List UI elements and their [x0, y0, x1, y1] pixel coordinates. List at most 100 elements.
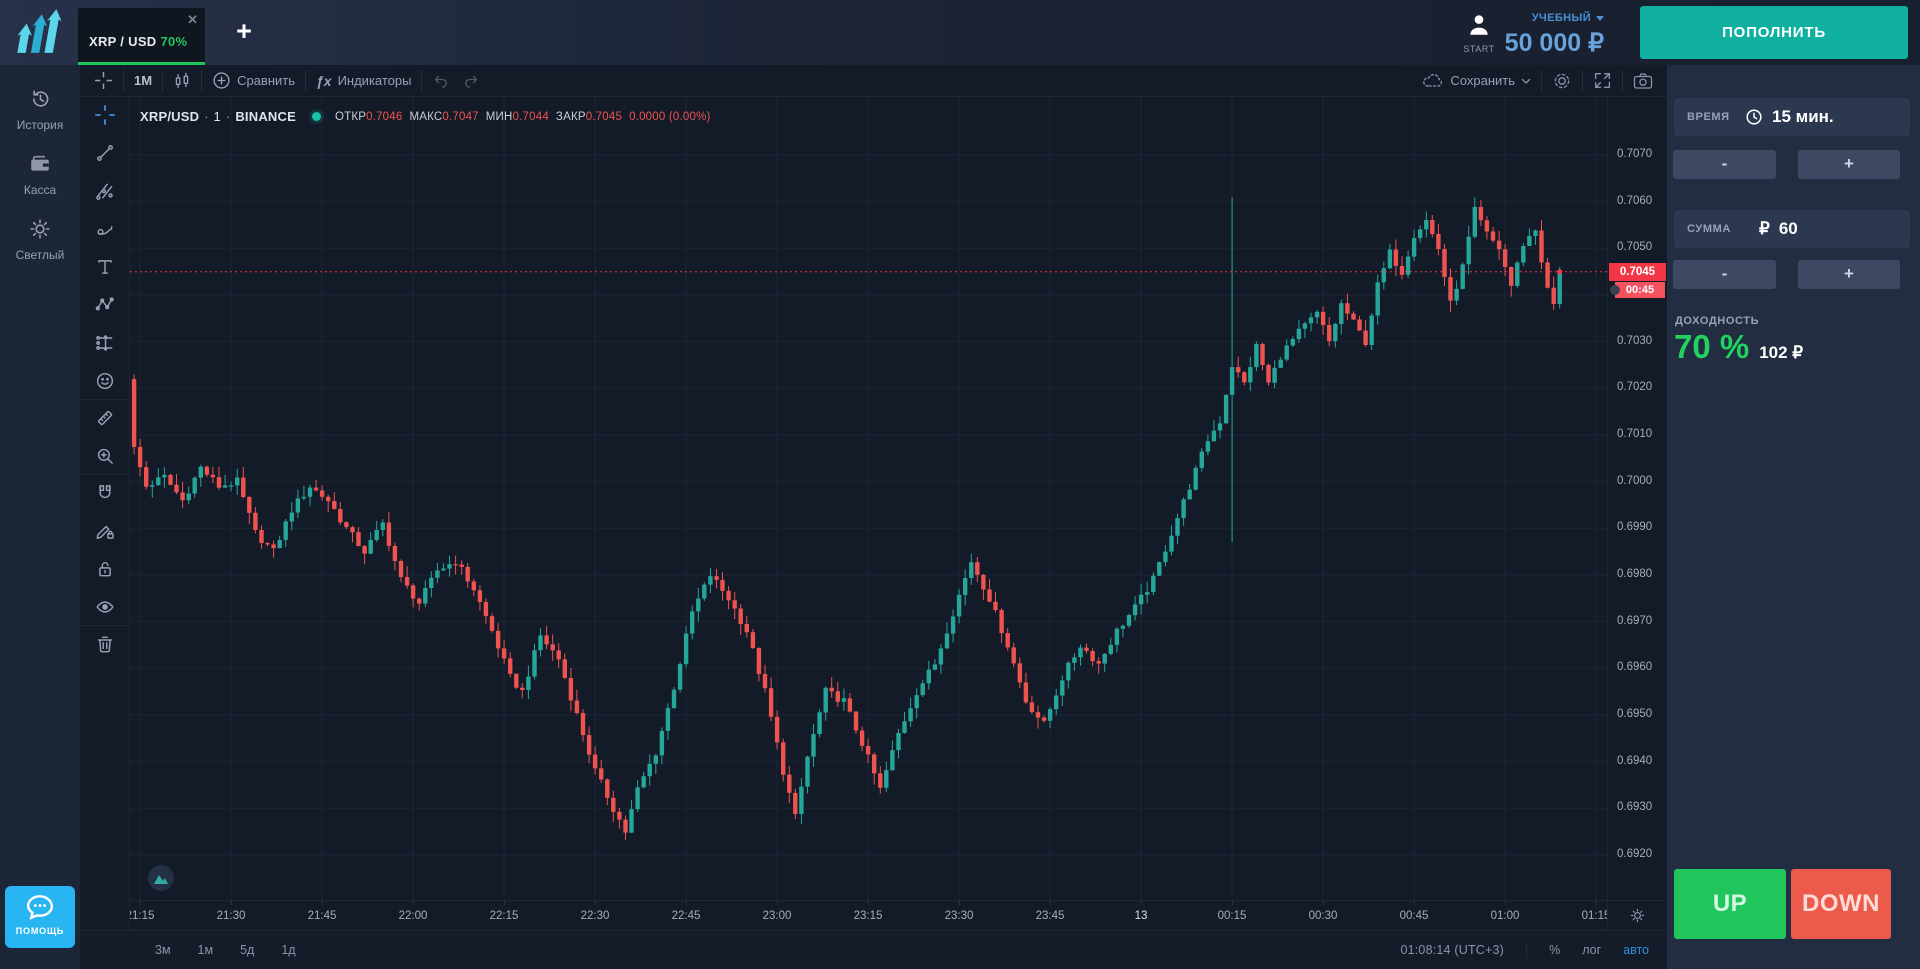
undo-icon: [435, 75, 448, 88]
amount-plus-button[interactable]: +: [1798, 260, 1900, 289]
toolbar-separator: [1582, 69, 1583, 92]
avatar-icon: [1470, 15, 1488, 35]
price-tick-label: 0.6980: [1617, 568, 1653, 580]
lock-drawings-tool[interactable]: [93, 557, 117, 581]
price-tick-label: 0.7060: [1617, 194, 1653, 207]
fullscreen-button[interactable]: [1593, 71, 1612, 90]
account-menu[interactable]: START: [1462, 12, 1496, 54]
drawing-group: [80, 626, 129, 662]
measure-ruler-tool[interactable]: [93, 406, 117, 430]
asset-tab[interactable]: ✕ XRP / USD 70%: [78, 8, 205, 65]
payout-row: 70 % 102 ₽: [1674, 328, 1803, 366]
time-tick-mark: [140, 901, 141, 905]
legend-symbol[interactable]: XRP/USD: [140, 109, 200, 124]
screenshot-button[interactable]: [1633, 72, 1653, 90]
trade-panel: ВРЕМЯ 15 мин. - + СУММА ₽ 60 - + ДОХОДНО…: [1667, 65, 1920, 969]
time-plus-button[interactable]: +: [1798, 150, 1900, 179]
brand-logo-icon[interactable]: [14, 7, 64, 57]
balance-box[interactable]: УЧЕБНЫЙ 50 000 ₽: [1500, 8, 1604, 58]
redo-icon: [465, 75, 478, 88]
emoji-tool[interactable]: [93, 369, 117, 393]
chart-style-button[interactable]: [173, 72, 191, 90]
time-tick-label: 22:45: [671, 910, 701, 922]
brush-tool[interactable]: [93, 217, 117, 241]
down-button[interactable]: DOWN: [1791, 869, 1891, 939]
history-icon: [33, 90, 49, 107]
legend-ohlc: ОТКР0.7046 МАКС0.7047 МИН0.7044 ЗАКР0.7045 0…: [334, 110, 711, 123]
stay-in-drawing-mode-tool[interactable]: [93, 519, 117, 543]
gann-fib-tool[interactable]: [93, 179, 117, 203]
chart-toolbar-right: Сохранить: [1422, 69, 1667, 92]
amount-minus-button[interactable]: -: [1673, 260, 1776, 289]
time-tick-mark: [777, 901, 778, 905]
toolbar-separator: [201, 69, 203, 92]
price-axis[interactable]: 0.7045 00:45 0.70700.70600.70500.70400.7…: [1607, 97, 1667, 900]
market-status-icon[interactable]: [311, 112, 321, 121]
log-scale-toggle[interactable]: лог: [1582, 943, 1602, 957]
crosshair-tool-button[interactable]: [94, 71, 113, 90]
tab-close-icon[interactable]: ✕: [187, 12, 198, 27]
chart-settings-button[interactable]: [1552, 71, 1572, 91]
text-tool[interactable]: [93, 255, 117, 279]
ruble-icon: ₽: [1759, 219, 1770, 238]
time-tick-mark: [322, 901, 323, 905]
fx-icon: ƒx: [316, 72, 332, 89]
top-bar: ✕ XRP / USD 70% + START УЧЕБНЫЙ 50 000 ₽ …: [0, 0, 1920, 65]
up-button[interactable]: UP: [1674, 869, 1786, 939]
price-tick-label: 0.7020: [1617, 381, 1653, 394]
redo-button[interactable]: [462, 72, 480, 90]
cloud-icon: [1423, 73, 1443, 87]
range-3m[interactable]: 3м: [155, 943, 171, 957]
toolbar-separator: [123, 69, 124, 92]
trend-line-tool[interactable]: [93, 141, 117, 165]
toolbar-separator: [305, 69, 306, 92]
time-minus-button[interactable]: -: [1673, 150, 1776, 179]
range-1m[interactable]: 1м: [197, 943, 214, 957]
axis-settings-sun-icon[interactable]: [1629, 907, 1646, 924]
fullscreen-icon: [1594, 72, 1611, 89]
save-layout-button[interactable]: Сохранить: [1422, 72, 1531, 90]
time-tick-label: 00:45: [1399, 910, 1429, 922]
clock-utc[interactable]: 01:08:14 (UTC+3): [1400, 943, 1505, 957]
time-tick-mark: [1414, 901, 1415, 905]
account-type[interactable]: УЧЕБНЫЙ: [1531, 12, 1591, 24]
amount-value-box[interactable]: СУММА ₽ 60: [1674, 210, 1910, 248]
chart-bottom-bar: 3м 1м 5д 1д 01:08:14 (UTC+3) % лог авто: [80, 930, 1667, 969]
crosshair-cursor-tool[interactable]: [93, 103, 117, 127]
candlestick-chart: [130, 97, 1607, 900]
compare-button[interactable]: Сравнить: [212, 71, 295, 90]
time-tick-mark: [595, 901, 596, 905]
tab-label: XRP / USD 70%: [89, 34, 187, 49]
time-tick-mark: [868, 901, 869, 905]
price-tick-label: 0.6970: [1617, 614, 1653, 627]
remove-drawings-tool[interactable]: [93, 632, 117, 656]
sidebar-item-theme[interactable]: Светлый: [0, 207, 80, 272]
deposit-button[interactable]: ПОПОЛНИТЬ: [1640, 6, 1908, 59]
sidebar-item-history[interactable]: История: [0, 77, 80, 142]
auto-scale-toggle[interactable]: авто: [1623, 943, 1649, 957]
help-button[interactable]: ПОМОЩЬ: [5, 886, 75, 948]
add-tab-button[interactable]: +: [236, 16, 252, 46]
xabcd-pattern-tool[interactable]: [93, 293, 117, 317]
sun-icon: [30, 219, 50, 239]
interval-button[interactable]: 1М: [134, 73, 153, 88]
undo-button[interactable]: [432, 72, 450, 90]
time-tick-mark: [231, 901, 232, 905]
percent-scale-toggle[interactable]: %: [1549, 943, 1561, 957]
chart-watermark-button[interactable]: [148, 865, 174, 891]
chat-icon: [26, 895, 54, 920]
time-axis[interactable]: 21:15 21:30 21:45 22:00 22:15 22:30 22:45 23:00…: [130, 900, 1607, 930]
forecast-tool[interactable]: [93, 331, 117, 355]
chart-pane[interactable]: XRP/USD · 1 · BINANCE ОТКР0.7046 МАКС0.7047…: [130, 97, 1607, 900]
zoom-in-tool[interactable]: [93, 444, 117, 468]
time-tick-label: 21:30: [216, 910, 246, 922]
time-value-box[interactable]: ВРЕМЯ 15 мин.: [1674, 98, 1910, 136]
indicators-button[interactable]: ƒx Индикаторы: [316, 72, 412, 89]
sidebar-item-cashier[interactable]: Касса: [0, 142, 80, 207]
range-5d[interactable]: 5д: [240, 943, 255, 957]
time-tick-label: 21:45: [307, 910, 337, 922]
range-1d[interactable]: 1д: [281, 943, 296, 957]
magnet-tool[interactable]: [93, 481, 117, 505]
hide-drawings-tool[interactable]: [93, 595, 117, 619]
